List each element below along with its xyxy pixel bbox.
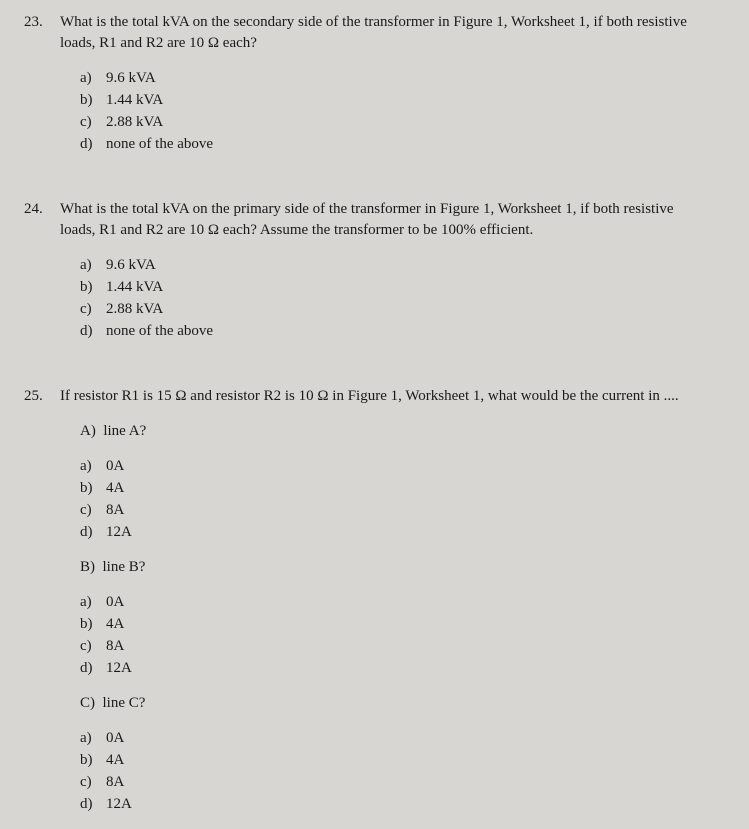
option-text: 12A <box>106 658 709 679</box>
option-text: 0A <box>106 728 709 749</box>
option-a: a) 9.6 kVA <box>80 68 709 89</box>
option-a: a) 0A <box>80 728 709 749</box>
option-letter: b) <box>80 478 106 499</box>
subpart-text: line A? <box>103 423 146 439</box>
option-text: 4A <box>106 750 709 771</box>
option-text: 4A <box>106 478 709 499</box>
option-letter: a) <box>80 68 106 89</box>
subpart-letter: C) <box>80 695 95 711</box>
option-c: c) 2.88 kVA <box>80 112 709 133</box>
question-25: 25. If resistor R1 is 15 Ω and resistor … <box>20 386 709 829</box>
option-b: b) 1.44 kVA <box>80 90 709 111</box>
option-letter: b) <box>80 750 106 771</box>
subpart-a: A) line A? a) 0A b) 4A c) 8A d) 12A <box>60 421 709 543</box>
options-list: a) 9.6 kVA b) 1.44 kVA c) 2.88 kVA d) no… <box>60 68 709 155</box>
option-letter: a) <box>80 592 106 613</box>
subpart-c: C) line C? a) 0A b) 4A c) 8A d) 12A <box>60 693 709 815</box>
option-text: 0A <box>106 456 709 477</box>
subpart-label: C) line C? <box>60 693 709 714</box>
option-text: none of the above <box>106 134 709 155</box>
option-d: d) 12A <box>80 658 709 679</box>
option-letter: a) <box>80 456 106 477</box>
option-letter: a) <box>80 255 106 276</box>
options-list: a) 0A b) 4A c) 8A d) 12A <box>60 592 709 679</box>
option-text: 9.6 kVA <box>106 255 709 276</box>
option-letter: a) <box>80 728 106 749</box>
option-text: 8A <box>106 500 709 521</box>
option-c: c) 2.88 kVA <box>80 299 709 320</box>
option-a: a) 9.6 kVA <box>80 255 709 276</box>
option-letter: d) <box>80 134 106 155</box>
question-23: 23. What is the total kVA on the seconda… <box>20 12 709 169</box>
options-list: a) 9.6 kVA b) 1.44 kVA c) 2.88 kVA d) no… <box>60 255 709 342</box>
question-24: 24. What is the total kVA on the primary… <box>20 199 709 356</box>
subpart-label: A) line A? <box>60 421 709 442</box>
question-content: If resistor R1 is 15 Ω and resistor R2 i… <box>60 386 709 829</box>
option-text: 1.44 kVA <box>106 90 709 111</box>
question-number: 24. <box>20 199 60 356</box>
options-list: a) 0A b) 4A c) 8A d) 12A <box>60 728 709 815</box>
option-a: a) 0A <box>80 592 709 613</box>
question-number: 23. <box>20 12 60 169</box>
subpart-b: B) line B? a) 0A b) 4A c) 8A d) 12A <box>60 557 709 679</box>
option-text: 2.88 kVA <box>106 299 709 320</box>
option-b: b) 4A <box>80 478 709 499</box>
question-text: What is the total kVA on the secondary s… <box>60 12 709 54</box>
option-letter: b) <box>80 614 106 635</box>
option-text: 0A <box>106 592 709 613</box>
option-text: 4A <box>106 614 709 635</box>
option-d: d) 12A <box>80 522 709 543</box>
option-text: 12A <box>106 522 709 543</box>
option-letter: c) <box>80 500 106 521</box>
option-letter: b) <box>80 90 106 111</box>
option-letter: d) <box>80 321 106 342</box>
subpart-text: line C? <box>103 695 146 711</box>
option-c: c) 8A <box>80 500 709 521</box>
option-b: b) 1.44 kVA <box>80 277 709 298</box>
option-text: 9.6 kVA <box>106 68 709 89</box>
option-b: b) 4A <box>80 750 709 771</box>
question-content: What is the total kVA on the secondary s… <box>60 12 709 169</box>
subpart-label: B) line B? <box>60 557 709 578</box>
question-number: 25. <box>20 386 60 829</box>
option-letter: c) <box>80 299 106 320</box>
option-letter: c) <box>80 112 106 133</box>
option-b: b) 4A <box>80 614 709 635</box>
option-letter: d) <box>80 658 106 679</box>
subpart-text: line B? <box>103 559 146 575</box>
subpart-letter: B) <box>80 559 95 575</box>
option-text: 8A <box>106 772 709 793</box>
option-c: c) 8A <box>80 772 709 793</box>
option-c: c) 8A <box>80 636 709 657</box>
option-letter: b) <box>80 277 106 298</box>
question-content: What is the total kVA on the primary sid… <box>60 199 709 356</box>
option-letter: c) <box>80 636 106 657</box>
option-d: d) none of the above <box>80 134 709 155</box>
question-text: What is the total kVA on the primary sid… <box>60 199 709 241</box>
option-d: d) none of the above <box>80 321 709 342</box>
option-letter: c) <box>80 772 106 793</box>
option-text: 1.44 kVA <box>106 277 709 298</box>
option-text: 8A <box>106 636 709 657</box>
option-letter: d) <box>80 522 106 543</box>
option-text: 2.88 kVA <box>106 112 709 133</box>
options-list: a) 0A b) 4A c) 8A d) 12A <box>60 456 709 543</box>
option-a: a) 0A <box>80 456 709 477</box>
option-text: none of the above <box>106 321 709 342</box>
subpart-letter: A) <box>80 423 96 439</box>
question-text: If resistor R1 is 15 Ω and resistor R2 i… <box>60 386 709 407</box>
